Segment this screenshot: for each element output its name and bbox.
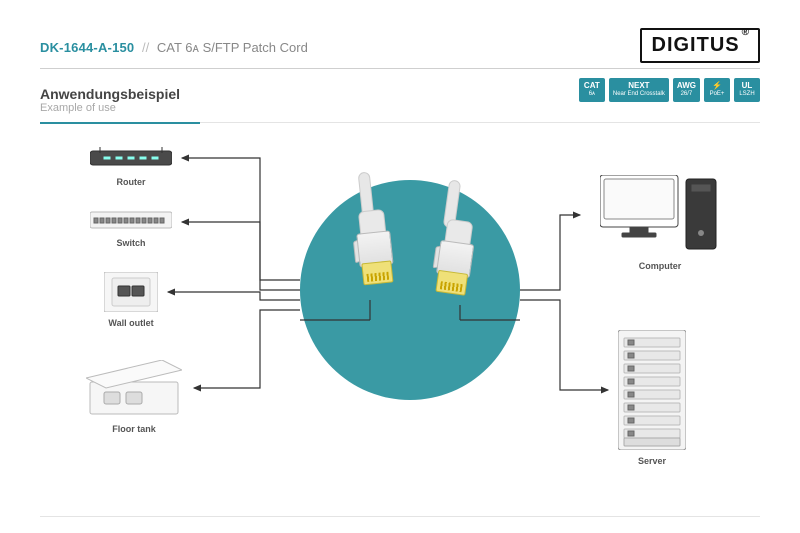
device-walloutlet: Wall outlet <box>104 272 158 328</box>
device-server: Server <box>618 330 686 466</box>
divider-bottom <box>40 516 760 517</box>
device-switch: Switch <box>90 210 172 248</box>
router-icon <box>90 145 172 171</box>
device-computer: Computer <box>590 175 730 271</box>
walloutlet-icon <box>104 272 158 312</box>
server-icon <box>618 330 686 450</box>
product-sheet: DK-1644-A-150 // CAT 6ᴀ S/FTP Patch Cord… <box>0 0 800 533</box>
diagram-canvas: Router Switch Wall outlet Floor tank Compute… <box>0 0 800 533</box>
connector-plug <box>435 270 468 296</box>
device-label: Computer <box>590 261 730 271</box>
device-label: Switch <box>90 238 172 248</box>
floortank-icon <box>86 360 182 418</box>
rj45-connector <box>336 207 414 294</box>
rj45-connector <box>415 216 495 305</box>
center-circle <box>300 180 520 400</box>
computer-icon <box>600 175 720 255</box>
device-label: Floor tank <box>86 424 182 434</box>
device-label: Router <box>90 177 172 187</box>
connector-plug <box>361 260 393 285</box>
device-label: Server <box>618 456 686 466</box>
device-router: Router <box>90 145 172 187</box>
device-label: Wall outlet <box>104 318 158 328</box>
device-floortank: Floor tank <box>86 360 182 434</box>
switch-icon <box>90 210 172 232</box>
